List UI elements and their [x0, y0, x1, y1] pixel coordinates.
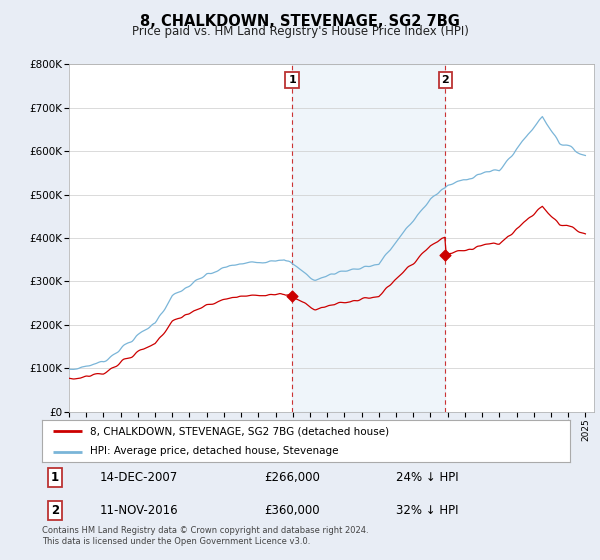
Point — [287, 292, 297, 301]
Bar — [292, 64, 445, 412]
Text: 8, CHALKDOWN, STEVENAGE, SG2 7BG: 8, CHALKDOWN, STEVENAGE, SG2 7BG — [140, 14, 460, 29]
Text: 1: 1 — [51, 471, 59, 484]
Text: £266,000: £266,000 — [264, 471, 320, 484]
Point — [440, 251, 450, 260]
Text: £360,000: £360,000 — [264, 504, 319, 517]
Text: HPI: Average price, detached house, Stevenage: HPI: Average price, detached house, Stev… — [89, 446, 338, 456]
Text: 1: 1 — [288, 75, 296, 85]
Text: Contains HM Land Registry data © Crown copyright and database right 2024.
This d: Contains HM Land Registry data © Crown c… — [42, 526, 368, 546]
Text: 32% ↓ HPI: 32% ↓ HPI — [396, 504, 458, 517]
Text: Price paid vs. HM Land Registry's House Price Index (HPI): Price paid vs. HM Land Registry's House … — [131, 25, 469, 38]
Text: 11-NOV-2016: 11-NOV-2016 — [100, 504, 179, 517]
Text: 2: 2 — [51, 504, 59, 517]
Text: 8, CHALKDOWN, STEVENAGE, SG2 7BG (detached house): 8, CHALKDOWN, STEVENAGE, SG2 7BG (detach… — [89, 426, 389, 436]
Text: 24% ↓ HPI: 24% ↓ HPI — [396, 471, 458, 484]
Text: 14-DEC-2007: 14-DEC-2007 — [100, 471, 178, 484]
Text: 2: 2 — [442, 75, 449, 85]
